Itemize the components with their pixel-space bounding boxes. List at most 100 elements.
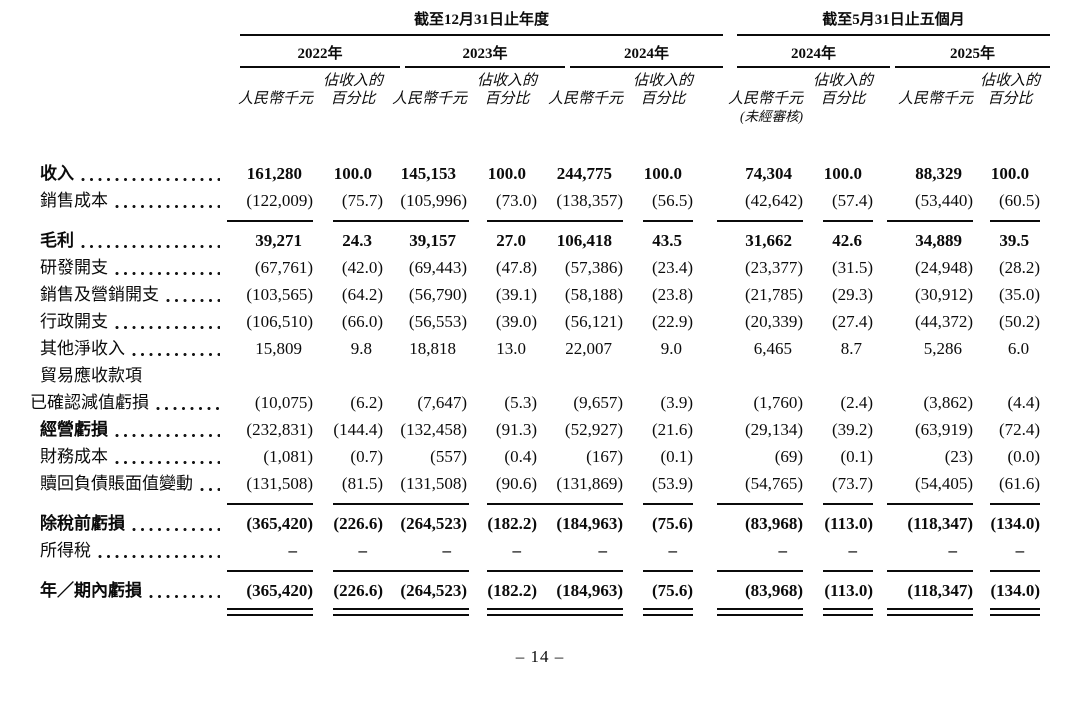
page-number: – 14 –	[515, 647, 565, 666]
cell-value: (72.4)	[998, 420, 1041, 439]
single-underline	[537, 502, 623, 505]
period-group-row: 截至12月31日止年度 截至5月31日止五個月	[14, 8, 1051, 36]
cell-value: (5.3)	[504, 393, 537, 412]
row-label: 其他淨收入	[40, 339, 125, 358]
cell-value: (365,420)	[246, 514, 313, 533]
unaudited-note: (未經審核)	[740, 109, 804, 124]
cell-value: 13.0	[496, 339, 526, 358]
currency-unit-label: 人民幣千元	[237, 91, 313, 107]
currency-unit-label: 人民幣千元	[391, 91, 467, 107]
cell-value: 9.8	[350, 339, 372, 358]
pct-of-revenue-label: 佔收入的 百分比	[633, 73, 694, 107]
table-row: 除稅前虧損 (365,420) (226.6) (264,523) (182.2) (18…	[14, 509, 1040, 536]
dot-leader	[156, 407, 220, 410]
cell-value: (132,458)	[400, 420, 467, 439]
cell-value: (557)	[430, 447, 467, 466]
cell-value: (61.6)	[998, 474, 1041, 493]
year-header-2024-5m: 2024年	[693, 36, 891, 68]
dot-leader	[115, 326, 220, 329]
table-row	[14, 563, 1041, 576]
cell-value: (23)	[944, 447, 974, 466]
cell-value: (53,440)	[914, 191, 974, 210]
single-underline	[537, 569, 623, 572]
cell-value: 100.0	[643, 164, 683, 183]
cell-value: (90.6)	[495, 474, 537, 493]
cell-value: 244,775	[556, 164, 612, 183]
cell-value: (29.3)	[831, 285, 874, 304]
cell-value: 6.0	[1007, 339, 1030, 358]
cell-value: (226.6)	[333, 514, 383, 533]
cell-value: (365,420)	[246, 581, 313, 600]
cell-value: 39,157	[409, 231, 456, 250]
table-row: 經營虧損 (232,831) (144.4) (132,458) (91.3) (52,9…	[14, 415, 1040, 442]
cell-value: (58,188)	[564, 285, 623, 304]
pct-of-revenue-label: 佔收入的 百分比	[476, 73, 537, 107]
cell-value: (138,357)	[556, 191, 623, 210]
cell-value: 27.0	[496, 231, 526, 250]
cell-value: –	[848, 541, 858, 560]
row-label: 年／期內虧損	[40, 581, 142, 600]
cell-value: (35.0)	[998, 285, 1041, 304]
dot-leader	[98, 555, 220, 558]
single-underline	[537, 219, 623, 222]
cell-value: –	[1015, 541, 1025, 560]
cell-value: 18,818	[409, 339, 456, 358]
cell-value: (23.8)	[651, 285, 694, 304]
cell-value: (0.1)	[840, 447, 874, 466]
single-underline	[717, 502, 804, 505]
cell-value: 100.0	[333, 164, 372, 183]
cell-value: (75.6)	[651, 514, 694, 533]
cell-value: (39.0)	[495, 312, 537, 331]
cell-value: (118,347)	[907, 514, 974, 533]
cell-value: (21,785)	[744, 285, 804, 304]
single-underline	[227, 569, 313, 572]
cell-value: (264,523)	[400, 514, 467, 533]
cell-value: 100.0	[990, 164, 1030, 183]
cell-value: (54,405)	[914, 474, 974, 493]
cell-value: (20,339)	[744, 312, 804, 331]
table-row: 其他淨收入 15,809 9.8 18,818 13.0 22,007 9.0 6,465 8.…	[14, 334, 1040, 361]
cell-value: (0.0)	[1007, 447, 1041, 466]
cell-value: (31.5)	[831, 258, 874, 277]
single-underline	[333, 569, 383, 572]
currency-unit-label: 人民幣千元	[547, 91, 623, 107]
cell-value: (134.0)	[990, 514, 1041, 533]
table-row: 贖回負債賬面值變動 (131,508) (81.5) (131,508) (90.6) (…	[14, 469, 1040, 496]
cell-value: –	[668, 541, 678, 560]
cell-value: (66.0)	[341, 312, 383, 331]
cell-value: (39.2)	[831, 420, 874, 439]
cell-value: (52,927)	[564, 420, 623, 439]
pct-of-revenue-label: 佔收入的 百分比	[813, 73, 874, 107]
cell-value: 9.0	[660, 339, 683, 358]
cell-value: –	[442, 541, 452, 560]
cell-value: (47.8)	[495, 258, 537, 277]
cell-value: (27.4)	[831, 312, 874, 331]
cell-value: (60.5)	[998, 191, 1041, 210]
cell-value: (10,075)	[254, 393, 313, 412]
double-underline	[487, 607, 537, 617]
pct-of-revenue-label: 佔收入的 百分比	[322, 73, 383, 107]
cell-value: (28.2)	[998, 258, 1041, 277]
single-underline	[990, 502, 1041, 505]
cell-value: 24.3	[342, 231, 372, 250]
period-group-annual: 截至12月31日止年度	[226, 8, 724, 36]
row-label: 財務成本	[40, 447, 108, 466]
cell-value: (182.2)	[487, 581, 537, 600]
single-underline	[887, 502, 974, 505]
cell-value: 88,329	[915, 164, 963, 183]
year-header-2024: 2024年	[537, 36, 724, 68]
cell-value: 34,889	[915, 231, 963, 250]
row-label: 銷售成本	[40, 191, 108, 210]
dot-leader	[115, 461, 220, 464]
cell-value: (134.0)	[990, 581, 1041, 600]
row-label: 行政開支	[40, 312, 108, 331]
dot-leader	[149, 595, 220, 598]
consolidated-income-statement-table: 截至12月31日止年度 截至5月31日止五個月 2022年 2023年 2024…	[14, 8, 1051, 621]
cell-value: –	[358, 541, 368, 560]
double-underline	[823, 607, 874, 617]
row-label: 贖回負債賬面值變動	[40, 474, 193, 493]
cell-value: (83,968)	[744, 581, 804, 600]
cell-value: (3,862)	[923, 393, 974, 412]
cell-value: 106,418	[556, 231, 612, 250]
double-underline	[537, 607, 623, 617]
